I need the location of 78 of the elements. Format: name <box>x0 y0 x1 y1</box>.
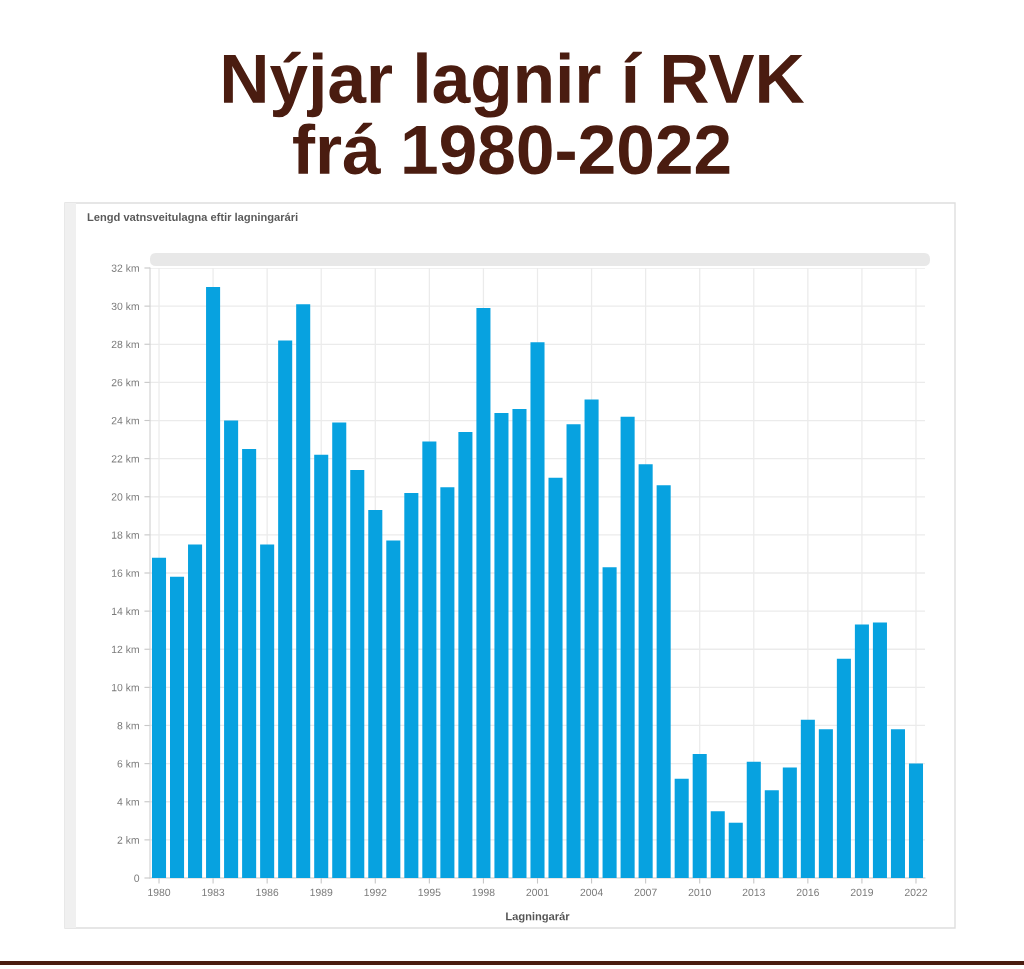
y-tick-label: 16 km <box>112 569 139 577</box>
y-tick-label: 14 km <box>112 607 139 615</box>
bar <box>242 449 257 878</box>
y-tick-label: 8 km <box>117 721 139 730</box>
bar <box>296 304 311 878</box>
chart-subtitle: Lengd vatnsveitulagna eftir lagningarári <box>87 212 298 224</box>
bar <box>206 287 221 878</box>
bar <box>548 477 563 878</box>
x-tick-label: 1992 <box>364 888 387 897</box>
bar <box>890 729 905 878</box>
bar <box>368 510 383 878</box>
x-axis-title: Lagningarár <box>506 912 570 923</box>
x-tick-label: 2007 <box>634 888 657 897</box>
bar <box>638 464 653 878</box>
y-tick-label: 22 km <box>111 454 139 463</box>
y-tick-label: 0 <box>134 874 140 882</box>
y-tick-label: 10 km <box>112 683 139 692</box>
bar <box>746 761 761 878</box>
bar <box>872 622 887 878</box>
bar <box>818 729 833 878</box>
y-tick-label: 26 km <box>111 378 139 387</box>
bar <box>602 567 617 878</box>
x-tick-label: 2010 <box>688 888 711 897</box>
x-tick-label: 1989 <box>310 888 333 897</box>
x-tick-label: 1980 <box>148 888 171 897</box>
bar <box>314 454 329 878</box>
bar <box>728 822 743 878</box>
bar <box>710 811 725 878</box>
y-tick-label: 30 km <box>111 302 139 310</box>
bar <box>782 767 797 878</box>
x-tick-label: 1995 <box>418 888 441 897</box>
bar <box>386 540 401 878</box>
bar <box>151 557 167 878</box>
bar <box>476 308 491 878</box>
bar <box>404 492 419 878</box>
bar <box>764 790 779 878</box>
bar <box>530 342 545 878</box>
y-tick-label: 18 km <box>112 531 139 539</box>
bar <box>854 624 869 878</box>
bar <box>170 576 185 878</box>
bar <box>656 485 671 878</box>
x-tick-label: 2004 <box>580 888 603 897</box>
x-tick-label: 1986 <box>256 888 279 897</box>
bar <box>908 763 924 878</box>
bar <box>332 422 347 878</box>
chart-title: Nýjar lagnir í RVK frá 1980-2022 <box>223 51 805 175</box>
x-tick-label: 2019 <box>850 888 874 897</box>
bar <box>692 754 707 878</box>
y-tick-label: 6 km <box>117 759 139 768</box>
bar <box>440 487 455 878</box>
bar <box>836 658 851 878</box>
bar <box>260 544 275 878</box>
x-tick-label: 1983 <box>202 888 225 897</box>
x-tick-label: 2001 <box>526 888 549 897</box>
y-tick-label: 2 km <box>117 836 139 844</box>
y-tick-label: 4 km <box>117 797 139 806</box>
x-tick-label: 2022 <box>904 888 928 897</box>
bar <box>350 470 365 878</box>
bar <box>566 424 581 878</box>
x-tick-label: 2016 <box>796 888 819 897</box>
bar <box>422 441 437 878</box>
bar <box>458 431 473 878</box>
y-tick-label: 24 km <box>111 416 139 425</box>
x-tick-label: 2013 <box>742 888 765 897</box>
y-tick-label: 32 km <box>111 264 139 272</box>
bar <box>620 416 635 878</box>
bar <box>512 409 527 878</box>
bar <box>224 420 239 878</box>
y-tick-label: 12 km <box>112 645 139 654</box>
y-tick-label: 28 km <box>111 340 139 349</box>
bar <box>674 778 689 878</box>
bar <box>278 340 293 878</box>
bar <box>494 412 509 878</box>
y-tick-label: 20 km <box>111 492 139 501</box>
bar <box>800 719 815 878</box>
x-tick-label: 1998 <box>472 888 495 897</box>
bar <box>188 544 203 878</box>
bar <box>584 399 599 878</box>
